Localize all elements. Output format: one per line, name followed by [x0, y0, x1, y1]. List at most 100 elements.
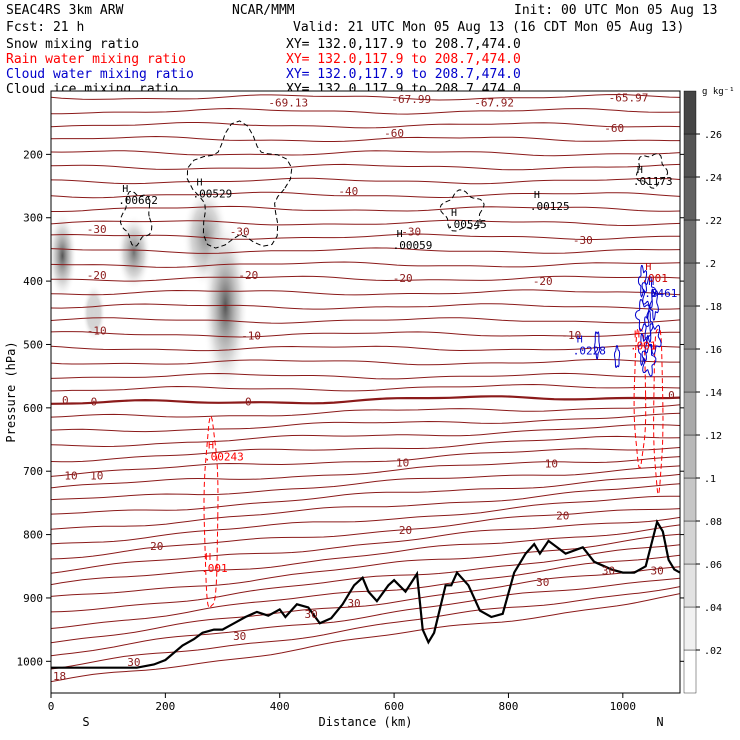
- isotherm-label: -10: [241, 330, 261, 343]
- isotherm-line: [51, 412, 680, 433]
- isotherm-line: [51, 544, 680, 613]
- isotherm-label: 30: [602, 565, 615, 578]
- colorbar-tick-label: .26: [704, 130, 722, 141]
- model-title: SEAC4RS 3km ARW: [6, 3, 124, 18]
- isotherm-line: [51, 593, 680, 683]
- south-label: S: [82, 715, 89, 729]
- colorbar-cell: [683, 477, 697, 522]
- colorbar-tick-label: .04: [704, 603, 722, 614]
- isotherm-line: [51, 495, 680, 545]
- y-tick-label: 200: [23, 148, 43, 161]
- rain-contour: [633, 327, 647, 469]
- colorbar-tick-label: .22: [704, 216, 722, 227]
- isotherm-label: 30: [233, 630, 246, 643]
- snow-core: [82, 284, 106, 342]
- max-marker-h: H: [648, 277, 654, 288]
- isotherm-line: [51, 163, 680, 171]
- cloud-water-contour: [646, 322, 662, 355]
- isotherm-line: [51, 423, 680, 448]
- max-marker-h: H: [534, 190, 540, 201]
- isotherm-line: [51, 447, 680, 477]
- isotherm-line: [51, 191, 680, 199]
- isotherm-label: -30: [401, 226, 421, 239]
- cloud-water-contour: [637, 264, 648, 298]
- center-title: NCAR/MMM: [232, 3, 295, 18]
- isotherm-label: 10: [545, 458, 558, 471]
- colorbar: .02 .04 .06 .08 .1 .12 .14 .16 .18 .2 .22 .24 .26 g k…: [683, 87, 735, 694]
- isotherm-line: [51, 205, 680, 212]
- isotherm-label: -30: [573, 234, 593, 247]
- isotherm-label: 20: [399, 524, 412, 537]
- max-marker-h: H: [634, 330, 640, 341]
- field-legend: Snow mixing ratio XY= 132.0,117.9 to 208.…: [6, 37, 521, 97]
- isotherm-label: 20: [150, 540, 163, 553]
- field-label: Cloud water mixing ratio: [6, 67, 194, 82]
- max-marker-value: .0228: [573, 345, 606, 358]
- colorbar-tick-label: .08: [704, 517, 722, 528]
- terrain-line: [51, 519, 680, 669]
- isotherm-label: 18: [53, 670, 66, 683]
- cloud-ice-contour: [635, 153, 669, 189]
- colorbar-cell: [683, 391, 697, 436]
- isotherm-line: [51, 586, 680, 670]
- x-axis-label: Distance (km): [319, 715, 413, 729]
- field-xy: XY= 132.0,117.9 to 208.7,474.0: [286, 52, 521, 67]
- y-tick-label: 500: [23, 338, 43, 351]
- colorbar-cell: [683, 348, 697, 393]
- y-tick-label: 400: [23, 275, 43, 288]
- isotherms: [51, 93, 680, 683]
- isotherm-label: -20: [87, 269, 107, 282]
- isotherm-line: [51, 372, 680, 380]
- colorbar-cell: [683, 219, 697, 264]
- x-tick-label: 200: [155, 700, 175, 713]
- forecast-hour: Fcst: 21 h: [6, 20, 84, 35]
- field-xy: XY= 132.0,117.9 to 208.7,474.0: [286, 67, 521, 82]
- isotherm-line: [51, 508, 680, 560]
- cloud-ice-contour: [439, 189, 485, 232]
- y-tick-label: 1000: [17, 655, 44, 668]
- max-marker-h: H: [197, 178, 203, 189]
- colorbar-tick-label: .1: [704, 474, 716, 485]
- isotherm-line: [51, 233, 680, 240]
- isotherm-label: -20: [393, 272, 413, 285]
- isotherm-label: -30: [230, 226, 250, 239]
- isotherm-label: -20: [533, 275, 553, 288]
- isotherm-label: -10: [87, 325, 107, 338]
- isotherm-label: 0: [245, 396, 252, 409]
- isotherm-line: [51, 135, 680, 142]
- isotherm-label: -69.13: [268, 96, 308, 109]
- x-tick-label: 400: [270, 700, 290, 713]
- max-marker-value: .8461: [644, 287, 677, 300]
- max-marker-h: H: [637, 165, 643, 176]
- isotherm-label: -67.92: [474, 96, 514, 109]
- colorbar-cell: [683, 434, 697, 479]
- isotherm-label: 30: [305, 608, 318, 621]
- y-tick-label: 900: [23, 592, 43, 605]
- colorbar-tick-label: .16: [704, 345, 722, 356]
- field-xy: XY= 132.0,117.9 to 208.7,474.0: [286, 37, 521, 52]
- colorbar-unit: g kg⁻¹: [702, 87, 735, 97]
- isotherm-line: [51, 456, 680, 489]
- isotherm-line: [51, 289, 680, 296]
- max-marker-value: .00243: [204, 451, 244, 464]
- isotherm-line: [51, 465, 680, 501]
- max-marker-value: .00529: [193, 188, 233, 201]
- plot-area: -69.13 -67.99 -67.92 -65.97 -60 -60 -40 -30 -30 -…: [4, 90, 685, 729]
- max-marker-value: .001: [641, 272, 668, 285]
- y-tick-label: 800: [23, 529, 43, 542]
- cloud-water-contour: [644, 309, 654, 344]
- isotherm-line: [51, 566, 680, 644]
- isotherm-line: [51, 404, 680, 418]
- isotherm-line: [51, 177, 680, 185]
- isotherm-label: 10: [64, 470, 77, 483]
- x-tick-label: 1000: [610, 700, 637, 713]
- max-marker-value: .01173: [633, 175, 673, 188]
- colorbar-tick-label: .18: [704, 302, 722, 313]
- colorbar-cell: [683, 176, 697, 221]
- cloud-ice-contour: [119, 190, 153, 248]
- max-marker-h: H: [208, 441, 214, 452]
- isotherm-line: [51, 93, 680, 101]
- colorbar-cell: [683, 520, 697, 565]
- isotherm-line: [51, 533, 680, 597]
